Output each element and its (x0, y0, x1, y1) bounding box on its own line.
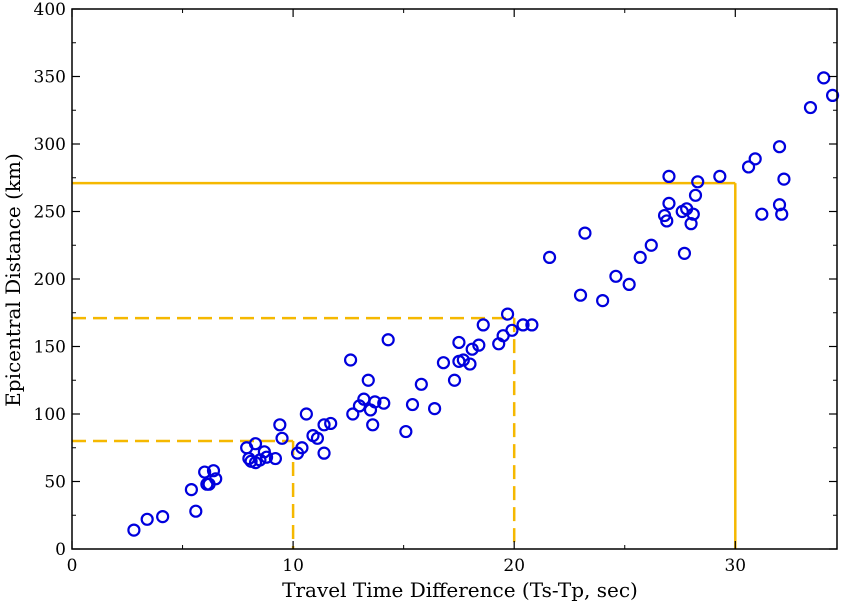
data-point (127, 523, 141, 537)
data-point (405, 397, 420, 412)
data-point (381, 333, 395, 347)
data-point (184, 483, 198, 497)
data-point (259, 450, 274, 464)
data-point (209, 472, 223, 486)
data-point (660, 214, 674, 228)
data-point (688, 188, 703, 202)
y-tick-label: 300 (34, 135, 66, 155)
data-point (366, 418, 380, 432)
y-tick-label: 150 (34, 338, 66, 358)
data-point (691, 175, 705, 189)
data-point (273, 418, 287, 432)
y-tick-label: 100 (34, 405, 66, 425)
data-point (399, 424, 413, 439)
y-tick-label: 350 (34, 68, 66, 88)
data-point (368, 395, 382, 409)
data-point (436, 356, 451, 370)
data-point (465, 342, 479, 356)
data-point (456, 353, 470, 367)
data-point (414, 377, 428, 391)
data-point (505, 323, 519, 337)
data-point (686, 207, 700, 221)
data-point (500, 307, 515, 321)
data-point (452, 335, 466, 350)
data-point (775, 207, 789, 221)
data-point (573, 288, 588, 302)
data-point (275, 431, 289, 445)
reference-lines (72, 181, 737, 549)
data-point (156, 509, 170, 524)
data-point (299, 407, 313, 421)
data-point (713, 169, 727, 183)
data-point (777, 172, 791, 186)
data-point (825, 88, 840, 103)
data-point (248, 437, 263, 451)
plot-frame (71, 8, 838, 550)
data-point (268, 451, 283, 466)
data-points (127, 71, 840, 537)
y-axis-title: Epicentral Distance (km) (1, 153, 25, 407)
data-point (803, 100, 818, 115)
data-point (472, 338, 486, 352)
y-tick-label: 400 (34, 0, 66, 20)
y-tick-label: 0 (55, 540, 66, 560)
data-point (476, 318, 490, 332)
y-tick-label: 50 (44, 473, 66, 493)
data-point (324, 416, 338, 431)
data-point (447, 373, 462, 387)
data-point (525, 318, 539, 332)
data-point (622, 277, 636, 291)
data-point (772, 140, 787, 154)
x-tick-label: 20 (503, 556, 525, 576)
data-point (140, 512, 154, 526)
x-tick-label: 10 (282, 556, 304, 576)
data-point (295, 441, 309, 455)
data-point (377, 396, 391, 410)
data-point (317, 446, 331, 460)
x-tick-label: 30 (724, 556, 746, 576)
data-point (343, 353, 358, 367)
y-tick-label: 250 (34, 203, 66, 223)
data-point (578, 226, 592, 240)
data-point (463, 357, 477, 371)
data-point (310, 431, 325, 445)
data-point (662, 169, 676, 183)
data-point (542, 250, 557, 264)
data-point (596, 294, 610, 308)
data-point (755, 207, 769, 221)
data-point (644, 238, 658, 252)
data-point (206, 464, 221, 478)
data-point (748, 152, 762, 166)
data-point (198, 465, 212, 479)
data-point (633, 250, 647, 264)
data-point (677, 246, 692, 260)
data-point (189, 504, 203, 518)
data-point (609, 269, 623, 283)
data-point (346, 407, 360, 421)
data-point (662, 196, 676, 210)
x-tick-label: 0 (67, 556, 78, 576)
data-point (516, 318, 530, 332)
data-point (361, 373, 375, 387)
y-tick-label: 200 (34, 270, 66, 290)
data-point (428, 402, 442, 416)
data-point (317, 418, 331, 432)
x-axis-title: Travel Time Difference (Ts-Tp, sec) (282, 578, 638, 602)
data-point (741, 160, 756, 174)
data-point (817, 71, 831, 85)
